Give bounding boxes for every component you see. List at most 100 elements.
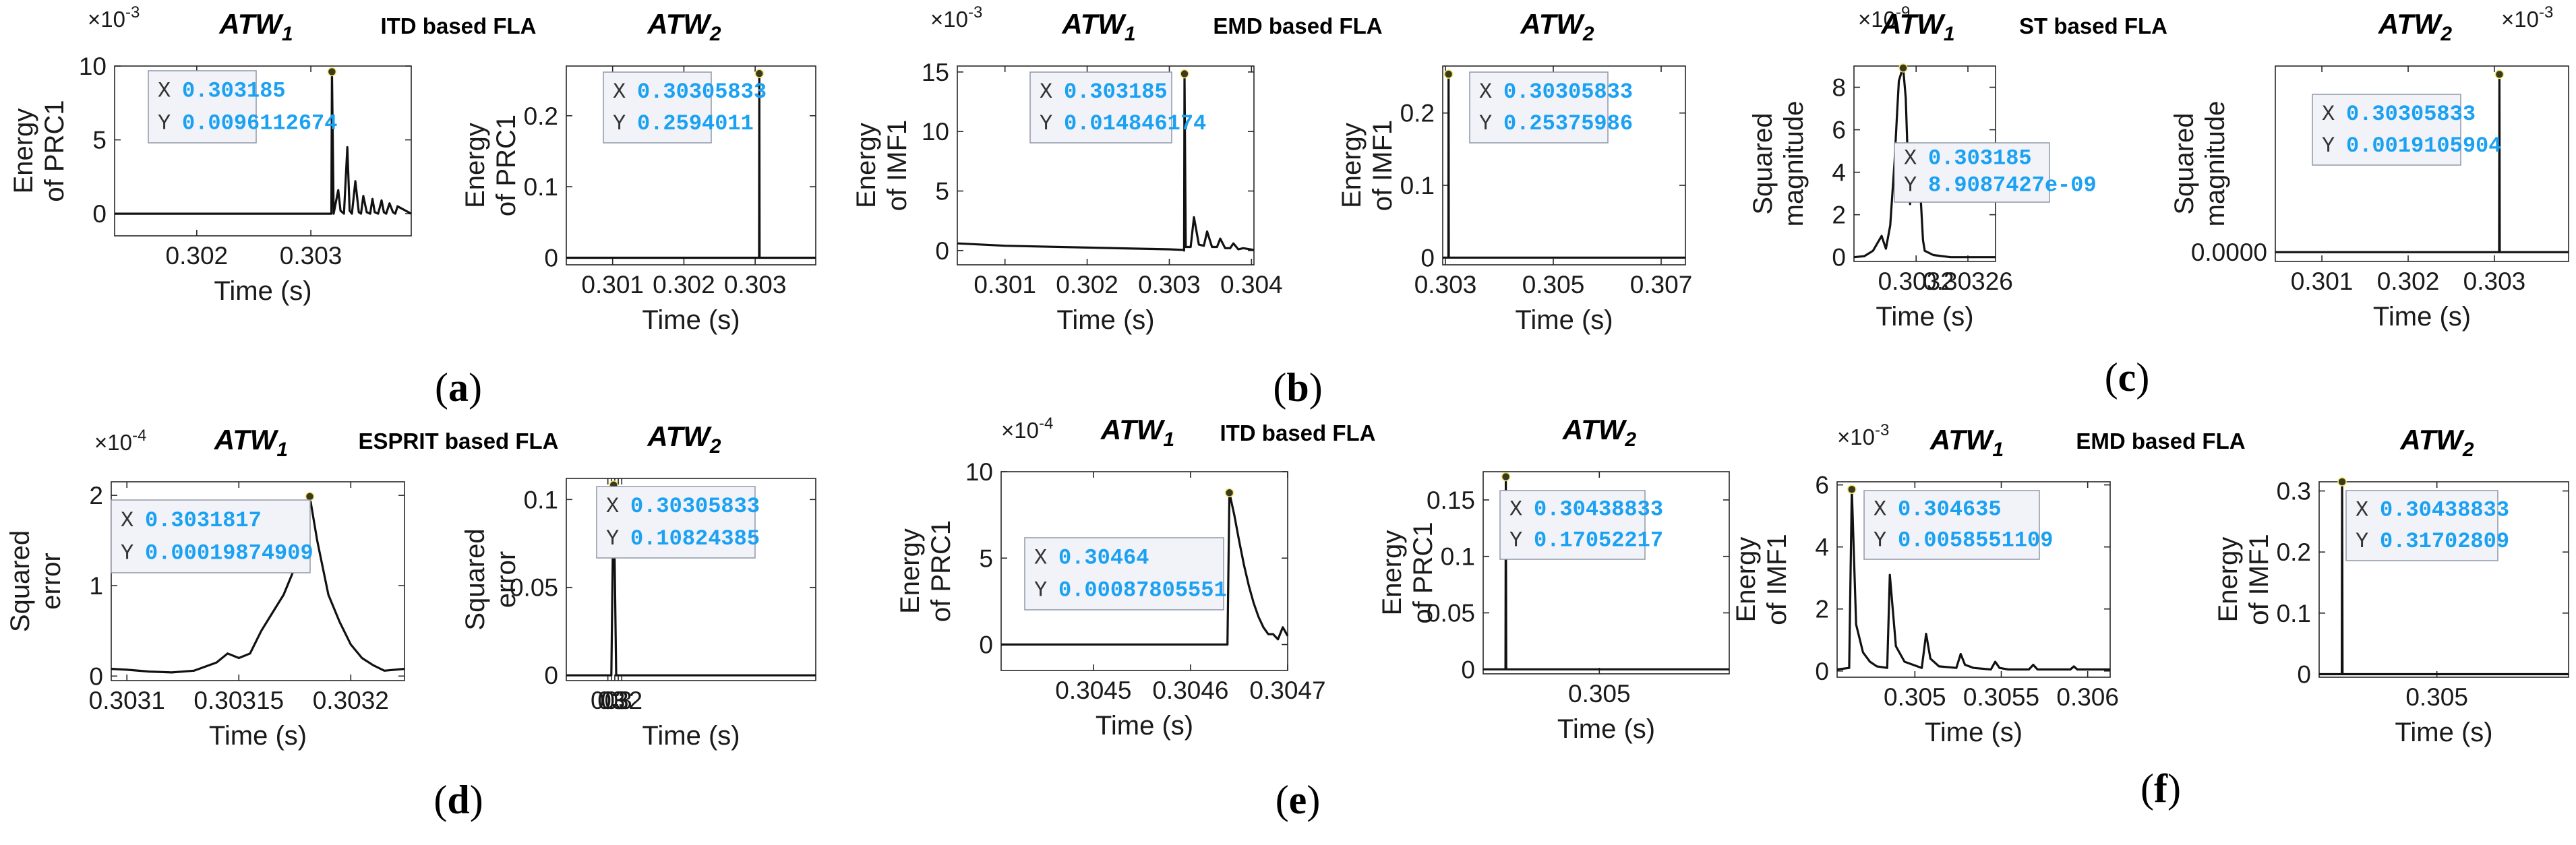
datatip-box[interactable]: X 0.304635 Y 0.0058551109 xyxy=(1863,490,2053,560)
x-tick-label: 0.30326 xyxy=(1923,268,2013,295)
datatip-marker[interactable] xyxy=(1224,488,1234,498)
datatip-background xyxy=(1894,142,2050,203)
datatip-y-key: Y xyxy=(613,111,626,136)
datatip-x-key: X xyxy=(1904,146,1917,171)
subplot-title: ATW1 xyxy=(1929,424,2004,461)
datatip-marker[interactable] xyxy=(754,69,765,78)
datatip-x-key: X xyxy=(158,79,171,104)
y-multiplier: ×10-4 xyxy=(94,427,146,455)
datatip-x-key: X xyxy=(121,508,133,533)
y-tick-label: 0.05 xyxy=(1427,599,1475,627)
series-line xyxy=(1853,67,1996,259)
panel-label: (c) xyxy=(2105,355,2150,400)
x-axis-label: Time (s) xyxy=(1056,305,1154,335)
x-tick-label: 0.302 xyxy=(2377,268,2440,295)
subplot-title: ATW2 xyxy=(647,8,721,45)
datatip-marker[interactable] xyxy=(327,67,337,77)
x-tick-label: 0.3031 xyxy=(89,687,165,714)
x-tick-label: 0.306 xyxy=(2056,683,2119,711)
x-tick-label: 0.303 xyxy=(2463,268,2526,295)
datatip-marker[interactable] xyxy=(1180,69,1189,79)
subplot-title: ATW1 xyxy=(214,424,288,461)
y-tick-label: 0 xyxy=(1461,656,1475,683)
datatip-box[interactable]: X 0.303185 Y 0.014846174 xyxy=(1029,71,1206,144)
subplot-a-1: 0.302 0.303 0 5 10 Time (s) Energyof PRC1 ×10-3… xyxy=(9,3,412,306)
y-multiplier: ×10-3 xyxy=(930,3,982,32)
x-tick-label: 0.3045 xyxy=(1055,677,1131,704)
datatip-x-value: 0.30305833 xyxy=(2346,102,2476,127)
y-tick-label: 0.1 xyxy=(1441,543,1475,571)
subplot-title: ATW2 xyxy=(1562,414,1637,451)
group-title: ESPRIT based FLA xyxy=(358,429,558,453)
datatip-x-value: 0.30305833 xyxy=(637,80,767,104)
datatip-box[interactable]: X 0.3031817 Y 0.00019874909 xyxy=(111,499,313,573)
datatip-marker[interactable] xyxy=(1847,484,1857,495)
x-axis-label: Time (s) xyxy=(2395,718,2492,747)
datatip-box[interactable]: X 0.30305833 Y 0.2594011 xyxy=(603,71,767,144)
datatip-y-key: Y xyxy=(1874,528,1886,553)
y-tick-label: 0 xyxy=(544,662,558,689)
group-title: ST based FLA xyxy=(2019,13,2167,38)
datatip-marker[interactable] xyxy=(2494,69,2505,80)
panel-letter: d xyxy=(447,778,469,822)
datatip-x-key: X xyxy=(1040,80,1052,104)
subplot-title: ATW1 xyxy=(218,8,293,45)
panel-d: ESPRIT based FLA(d)0.3031 0.30315 0.303201… xyxy=(5,420,816,822)
datatip-y-value: 0.0019105904 xyxy=(2346,133,2501,158)
y-axis-label: Energyof PRC1 xyxy=(460,115,521,216)
subplot-title: ATW2 xyxy=(2378,8,2453,45)
subplot-title: ATW1 xyxy=(1061,8,1135,45)
datatip-y-value: 8.9087427e-09 xyxy=(1928,173,2097,197)
datatip-box[interactable]: X 0.303185 Y 8.9087427e-09 xyxy=(1894,142,2097,203)
datatip-x-value: 0.30305833 xyxy=(630,494,760,519)
datatip-box[interactable]: X 0.30438833 Y 0.17052217 xyxy=(1499,490,1663,560)
datatip-y-key: Y xyxy=(121,540,133,565)
y-axis-label: Energyof PRC1 xyxy=(1377,522,1438,623)
x-tick-label: 0.3032 xyxy=(313,687,389,714)
datatip-marker[interactable] xyxy=(305,492,315,501)
datatip-y-value: 0.0096112674 xyxy=(182,111,337,136)
subplot-b-2: 0.303 0.305 0.307 0 0.1 0.2 Time (s) Energyof I… xyxy=(1337,8,1692,335)
datatip-background xyxy=(596,486,756,559)
datatip-box[interactable]: X 0.30464 Y 0.00087805551 xyxy=(1024,537,1227,611)
datatip-y-key: Y xyxy=(2322,133,2335,158)
subplot-title: ATW1 xyxy=(1880,8,1954,45)
datatip-background xyxy=(111,499,311,573)
y-tick-label: 2 xyxy=(1815,596,1829,623)
datatip-box[interactable]: X 0.30305833 Y 0.25375986 xyxy=(1469,71,1633,144)
group-title: EMD based FLA xyxy=(2076,429,2245,453)
y-tick-label: 1 xyxy=(89,572,103,600)
subplot-title: ATW2 xyxy=(647,420,721,458)
x-axis-label: Time (s) xyxy=(1515,305,1613,335)
datatip-box[interactable]: X 0.30438833 Y 0.31702809 xyxy=(2345,490,2509,561)
datatip-marker[interactable] xyxy=(1501,472,1511,482)
panel-label: (a) xyxy=(435,365,482,410)
datatip-box[interactable]: X 0.303185 Y 0.0096112674 xyxy=(148,70,337,144)
y-multiplier: ×10-3 xyxy=(88,3,140,32)
datatip-marker[interactable] xyxy=(1898,63,1908,73)
y-axis-label: Squarederror xyxy=(5,530,66,632)
panel-label: (d) xyxy=(433,778,483,822)
x-tick-label: 0.304 xyxy=(1220,271,1283,299)
y-tick-label: 4 xyxy=(1832,159,1846,187)
y-axis-label: Energyof IMF1 xyxy=(851,120,912,212)
x-axis-label: Time (s) xyxy=(1876,302,1973,332)
x-axis-label: Time (s) xyxy=(642,721,740,751)
y-tick-label: 0.1 xyxy=(524,486,558,513)
x-axis-label: Time (s) xyxy=(642,305,740,335)
panel-letter: b xyxy=(1286,365,1309,410)
datatip-box[interactable]: X 0.30305833 Y 0.0019105904 xyxy=(2312,94,2501,166)
datatip-x-key: X xyxy=(606,494,619,519)
datatip-marker[interactable] xyxy=(2337,477,2347,487)
y-tick-label: 8 xyxy=(1832,74,1846,102)
datatip-box[interactable]: X 0.30305833 Y 0.10824385 xyxy=(596,486,760,559)
datatip-x-value: 0.30438833 xyxy=(1534,497,1663,522)
y-tick-label: 0.05 xyxy=(510,574,558,602)
datatip-marker[interactable] xyxy=(1443,69,1454,79)
panel-label: (e) xyxy=(1276,778,1321,822)
y-multiplier: ×10-3 xyxy=(1837,421,1889,449)
y-tick-label: 0 xyxy=(89,662,103,690)
group-title: EMD based FLA xyxy=(1213,13,1382,38)
